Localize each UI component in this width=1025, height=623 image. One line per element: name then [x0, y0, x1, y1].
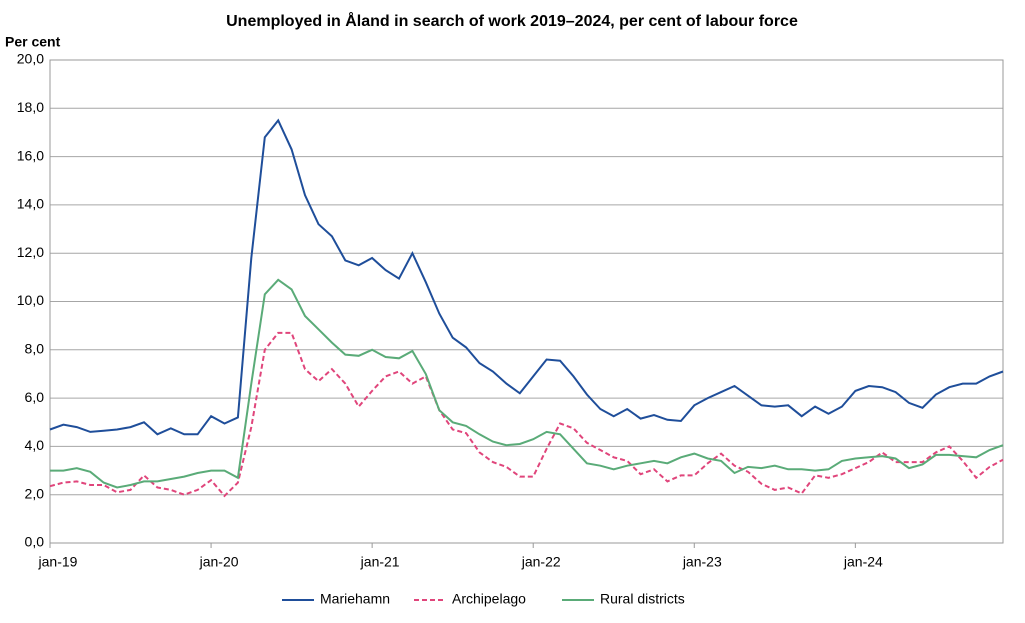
- grid: 0,0 2,0 4,0 6,0 8,0 10,0 12,0 14,0 16,0 18,0 20,0 j…: [17, 51, 1003, 570]
- y-tick-label: 18,0: [17, 99, 44, 115]
- series-line: [49, 118, 1004, 436]
- y-tick-label: 10,0: [17, 292, 44, 308]
- legend-label: Archipelago: [452, 591, 526, 607]
- chart-title: Unemployed in Åland in search of work 20…: [226, 11, 798, 30]
- lines: [49, 118, 1004, 498]
- y-tick-label: 14,0: [17, 196, 44, 212]
- x-tick-label: jan-21: [360, 554, 400, 570]
- series-line: [49, 331, 1004, 498]
- y-tick-label: 20,0: [17, 51, 44, 67]
- y-tick-label: 16,0: [17, 147, 44, 163]
- y-tick-label: 4,0: [25, 437, 45, 453]
- x-tick-label: jan-20: [199, 554, 239, 570]
- y-tick-label: 6,0: [25, 389, 45, 405]
- y-tick-label: 12,0: [17, 244, 44, 260]
- x-tick-label: jan-19: [38, 554, 78, 570]
- legend: Mariehamn Archipelago Rural districts: [282, 591, 685, 607]
- legend-label: Rural districts: [600, 591, 685, 607]
- series-line: [50, 278, 1004, 489]
- legend-label: Mariehamn: [320, 591, 390, 607]
- y-tick-label: 2,0: [25, 485, 45, 501]
- plot-frame: [49, 59, 1004, 544]
- y-tick-label: 8,0: [25, 341, 45, 357]
- x-tick-label: jan-23: [682, 554, 722, 570]
- x-tick-label: jan-22: [521, 554, 561, 570]
- y-tick-label: 0,0: [25, 534, 45, 550]
- y-axis-label: Per cent: [5, 34, 61, 50]
- x-tick-label: jan-24: [843, 554, 883, 570]
